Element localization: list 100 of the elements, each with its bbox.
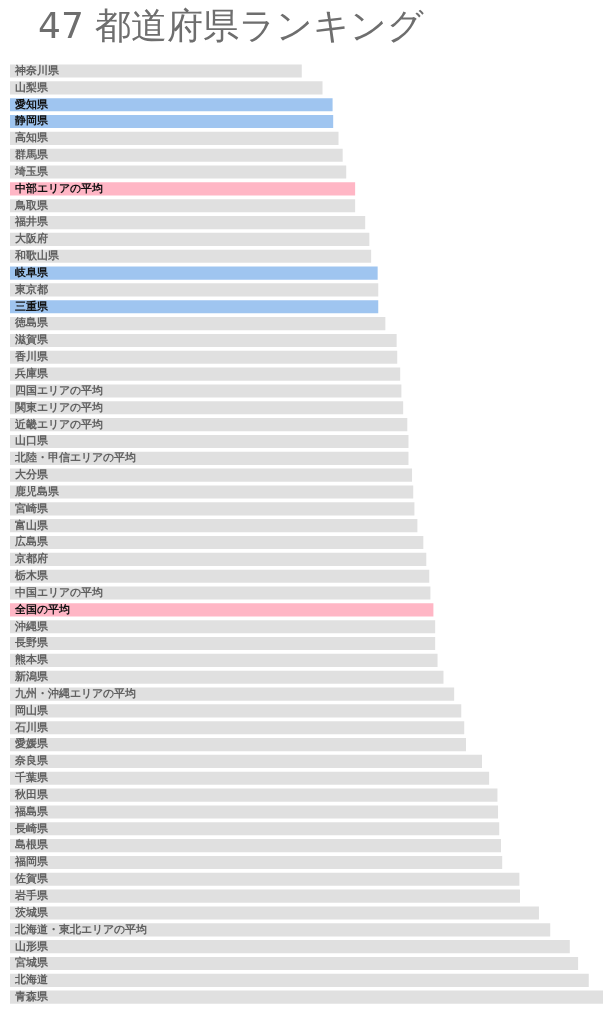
y-tick-label: 北海道・東北エリアの平均 bbox=[14, 922, 147, 936]
bar bbox=[10, 636, 436, 651]
y-tick-label: 鹿児島県 bbox=[14, 484, 60, 498]
bar bbox=[10, 216, 366, 230]
y-tick-label: 新潟県 bbox=[14, 670, 49, 684]
bar bbox=[10, 367, 401, 381]
bar bbox=[10, 64, 302, 78]
bar bbox=[10, 771, 490, 785]
bar bbox=[10, 940, 570, 954]
bar bbox=[10, 81, 323, 95]
y-tick-label: 沖縄県 bbox=[14, 619, 49, 633]
y-tick-label: 福井県 bbox=[14, 215, 49, 229]
y-tick-label: 大分県 bbox=[15, 468, 49, 482]
y-tick-label: 長野県 bbox=[14, 636, 49, 650]
bar bbox=[10, 535, 424, 550]
bar bbox=[10, 973, 589, 987]
y-tick-label: 山梨県 bbox=[15, 80, 49, 94]
y-tick-label: 四国エリアの平均 bbox=[15, 383, 103, 397]
bar bbox=[10, 98, 333, 112]
bar bbox=[10, 266, 378, 280]
y-tick-label: 埼玉県 bbox=[14, 164, 49, 178]
y-tick-label: 宮崎県 bbox=[15, 501, 49, 515]
bar bbox=[10, 721, 465, 735]
bar bbox=[10, 906, 539, 920]
y-tick-label: 北海道 bbox=[14, 973, 49, 987]
y-tick-label: 中部エリアの平均 bbox=[15, 181, 103, 195]
y-tick-label: 青森県 bbox=[14, 990, 49, 1004]
y-tick-label: 福岡県 bbox=[14, 855, 49, 869]
bar bbox=[10, 519, 418, 533]
y-tick-label: 広島県 bbox=[14, 535, 49, 549]
bar bbox=[10, 434, 409, 449]
y-tick-label: 佐賀県 bbox=[14, 872, 49, 886]
bar bbox=[10, 738, 467, 752]
y-tick-label: 福島県 bbox=[14, 804, 49, 818]
bar bbox=[10, 199, 356, 213]
y-tick-label: 富山県 bbox=[15, 518, 49, 532]
y-tick-label: 近畿エリアの平均 bbox=[14, 417, 103, 431]
bar bbox=[10, 805, 499, 819]
y-tick-label: 北陸・甲信エリアの平均 bbox=[14, 451, 136, 465]
bar bbox=[10, 333, 397, 348]
bar bbox=[10, 653, 438, 667]
y-tick-label: 中国エリアの平均 bbox=[15, 585, 103, 599]
bar bbox=[10, 502, 415, 516]
bar bbox=[10, 300, 379, 314]
bar bbox=[10, 232, 370, 246]
y-tick-label: 千葉県 bbox=[14, 771, 49, 785]
bar bbox=[10, 990, 603, 1004]
y-tick-label: 東京都 bbox=[14, 282, 48, 296]
bar bbox=[10, 131, 339, 145]
bar bbox=[10, 384, 402, 398]
y-tick-label: 和歌山県 bbox=[14, 249, 60, 263]
y-tick-label: 岐阜県 bbox=[15, 265, 49, 279]
y-tick-label: 栃木県 bbox=[14, 569, 49, 583]
y-tick-label: 京都府 bbox=[14, 552, 48, 566]
y-tick-label: 秋田県 bbox=[14, 787, 49, 801]
y-tick-label: 山形県 bbox=[15, 939, 49, 953]
bar bbox=[10, 114, 334, 129]
y-tick-label: 奈良県 bbox=[14, 754, 49, 768]
bar bbox=[10, 855, 503, 870]
bar bbox=[10, 872, 520, 886]
bar bbox=[10, 586, 431, 600]
y-tick-label: 茨城県 bbox=[14, 905, 49, 919]
bar bbox=[10, 670, 444, 684]
bar bbox=[10, 283, 379, 297]
y-tick-label: 高知県 bbox=[15, 131, 49, 145]
y-tick-label: 愛媛県 bbox=[15, 737, 49, 751]
y-tick-label: 徳島県 bbox=[14, 316, 49, 330]
y-tick-label: 九州・沖縄エリアの平均 bbox=[14, 686, 136, 700]
y-tick-label: 香川県 bbox=[14, 350, 49, 364]
y-tick-label: 熊本県 bbox=[15, 653, 49, 667]
y-tick-label: 石川県 bbox=[14, 720, 49, 734]
bar bbox=[10, 603, 434, 617]
y-tick-label: 愛知県 bbox=[15, 97, 49, 111]
y-tick-label: 群馬県 bbox=[14, 148, 49, 162]
y-tick-label: 滋賀県 bbox=[14, 333, 49, 347]
bar bbox=[10, 249, 372, 263]
y-tick-label: 三重県 bbox=[15, 299, 49, 313]
bar bbox=[10, 704, 462, 718]
bar bbox=[10, 569, 430, 583]
bar bbox=[10, 317, 386, 331]
bar bbox=[10, 956, 579, 971]
y-tick-label: 静岡県 bbox=[14, 114, 49, 128]
bar bbox=[10, 889, 520, 903]
y-tick-label: 岡山県 bbox=[15, 703, 49, 717]
y-tick-label: 鳥取県 bbox=[14, 198, 49, 212]
y-tick-label: 関東エリアの平均 bbox=[15, 400, 103, 414]
bar bbox=[10, 552, 427, 566]
y-tick-label: 岩手県 bbox=[14, 889, 49, 902]
bar bbox=[10, 468, 413, 482]
bar bbox=[10, 754, 483, 768]
y-tick-label: 大阪府 bbox=[15, 232, 48, 246]
bar bbox=[10, 788, 498, 802]
bar bbox=[10, 822, 500, 836]
bar bbox=[10, 350, 398, 364]
y-tick-label: 神奈川県 bbox=[14, 63, 60, 77]
y-tick-label: 長崎県 bbox=[14, 821, 49, 835]
bar bbox=[10, 485, 414, 499]
y-tick-label: 兵庫県 bbox=[14, 366, 49, 380]
y-tick-label: 島根県 bbox=[15, 838, 49, 852]
bar bbox=[10, 839, 501, 853]
